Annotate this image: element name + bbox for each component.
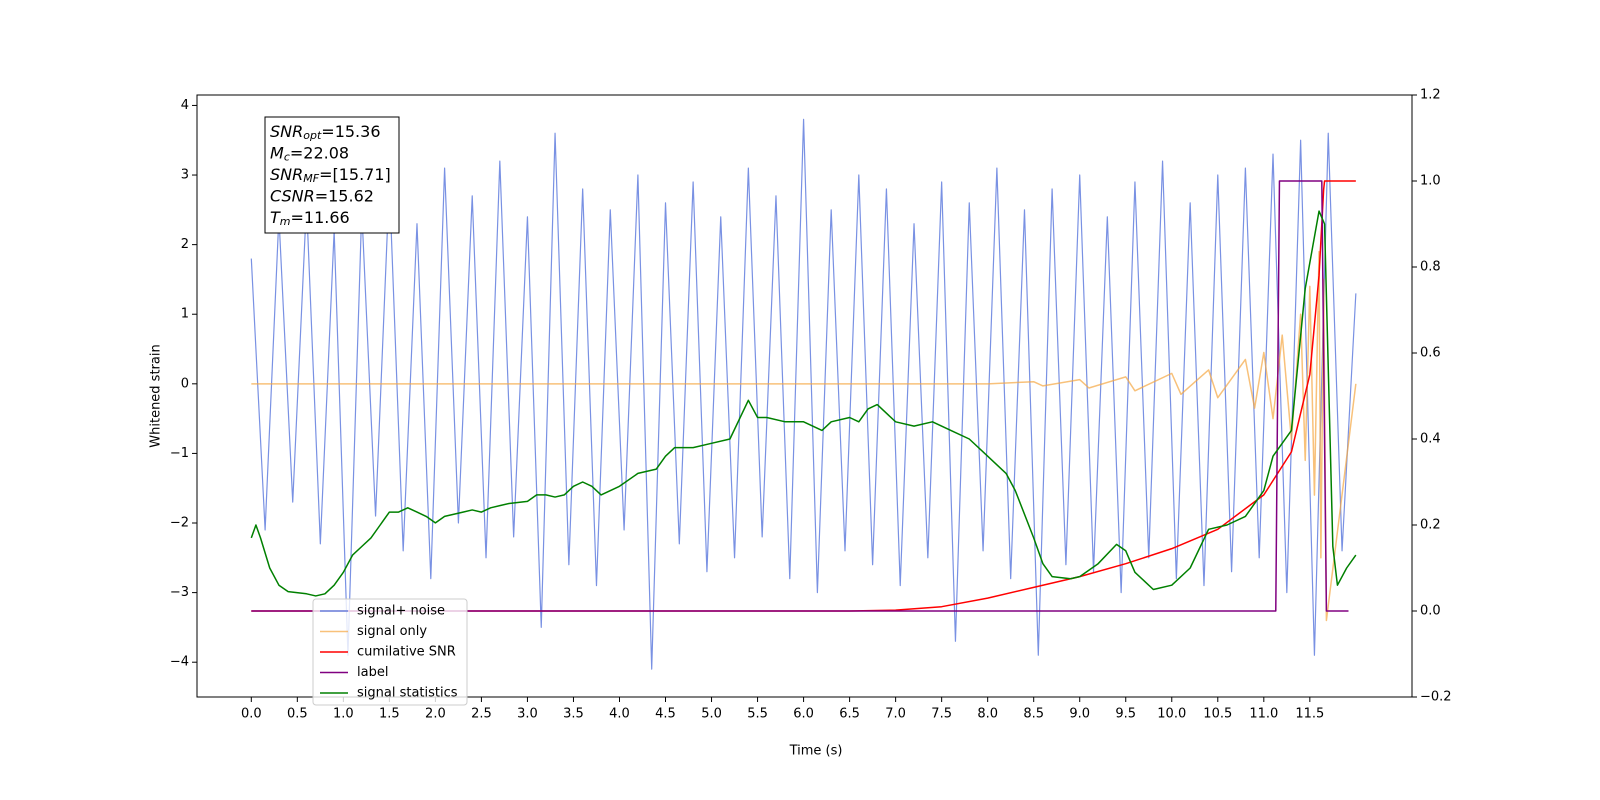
y-tick-label: 4 (181, 98, 189, 113)
annotation-value: =11.66 (291, 208, 350, 227)
y2-tick-label: 0.2 (1420, 518, 1441, 533)
legend-label: signal statistics (357, 686, 458, 701)
x-tick-label: 10.0 (1157, 707, 1186, 722)
annotation-name: M (270, 143, 284, 162)
y-tick-label: 0 (181, 376, 189, 391)
y-tick-label: −1 (170, 446, 189, 461)
annotation-sub: MF (303, 172, 319, 185)
annotation-line: Mc=22.08 (270, 143, 349, 164)
y2-tick-label: 0.0 (1420, 604, 1441, 619)
legend-label: signal only (357, 624, 427, 639)
annotation-box (264, 116, 400, 234)
x-tick-label: 0.0 (241, 707, 262, 722)
x-tick-label: 5.5 (747, 707, 768, 722)
x-tick-label: 6.0 (793, 707, 814, 722)
annotation-name: SNR (270, 165, 303, 184)
annotation-name: SNR (270, 122, 303, 141)
x-tick-label: 3.5 (563, 707, 584, 722)
annotation-name: T (270, 208, 281, 227)
y-tick-label: 1 (181, 307, 189, 322)
y-tick-label: 3 (181, 168, 189, 183)
annotation-sub: m (280, 215, 291, 228)
x-tick-label: 1.5 (379, 707, 400, 722)
y2-tick-label: 0.4 (1420, 432, 1441, 447)
annotation-line: CSNR=15.62 (270, 186, 374, 205)
annotation-value: =15.36 (321, 122, 380, 141)
series-line (251, 180, 1356, 612)
x-tick-label: 6.5 (839, 707, 860, 722)
y2-tick-label: 0.8 (1420, 260, 1441, 275)
annotation-line: SNRopt=15.36 (270, 122, 381, 143)
annotation-value: =15.62 (315, 186, 374, 205)
legend-box (312, 598, 468, 706)
x-tick-label: 9.0 (1069, 707, 1090, 722)
y2-tick-label: −0.2 (1420, 690, 1452, 705)
x-tick-label: 11.5 (1295, 707, 1324, 722)
legend-label: cumilative SNR (357, 645, 456, 660)
series-line (251, 180, 1349, 612)
x-tick-label: 2.0 (425, 707, 446, 722)
x-tick-label: 5.0 (701, 707, 722, 722)
legend-label: signal+ noise (357, 604, 445, 619)
x-tick-label: 11.0 (1249, 707, 1278, 722)
x-tick-label: 3.0 (517, 707, 538, 722)
y2-tick-label: 0.6 (1420, 346, 1441, 361)
x-tick-label: 7.5 (931, 707, 952, 722)
annotation-line: Tm=11.66 (270, 208, 350, 229)
x-tick-label: 8.0 (977, 707, 998, 722)
x-axis-label: Time (s) (789, 744, 843, 759)
x-tick-label: 0.5 (287, 707, 308, 722)
y-tick-label: 2 (181, 237, 189, 252)
series-line (250, 210, 1357, 597)
x-tick-label: 10.5 (1203, 707, 1232, 722)
y2-tick-label: 1.0 (1420, 174, 1441, 189)
annotation-value: =[15.71] (319, 165, 391, 184)
series-line (251, 250, 1357, 622)
annotation-sub: opt (303, 129, 322, 142)
x-tick-label: 4.5 (655, 707, 676, 722)
x-tick-label: 8.5 (1023, 707, 1044, 722)
x-tick-label: 2.5 (471, 707, 492, 722)
x-tick-label: 9.5 (1115, 707, 1136, 722)
y-tick-label: −3 (170, 585, 189, 600)
legend-label: label (357, 665, 388, 680)
x-tick-label: 4.0 (609, 707, 630, 722)
annotation-value: =22.08 (290, 143, 349, 162)
y-tick-label: −2 (170, 516, 189, 531)
annotation-name: CSNR (270, 186, 315, 205)
annotation-sub: c (284, 151, 290, 164)
plot-frame (196, 94, 1413, 698)
y2-tick-label: 1.2 (1420, 88, 1441, 103)
x-tick-label: 1.0 (333, 707, 354, 722)
y-axis-label: Whitened strain (149, 344, 164, 447)
plot-area (250, 118, 1357, 670)
x-tick-label: 7.0 (885, 707, 906, 722)
y-tick-label: −4 (170, 655, 189, 670)
annotation-line: SNRMF=[15.71] (270, 165, 391, 186)
series-line (250, 118, 1357, 670)
